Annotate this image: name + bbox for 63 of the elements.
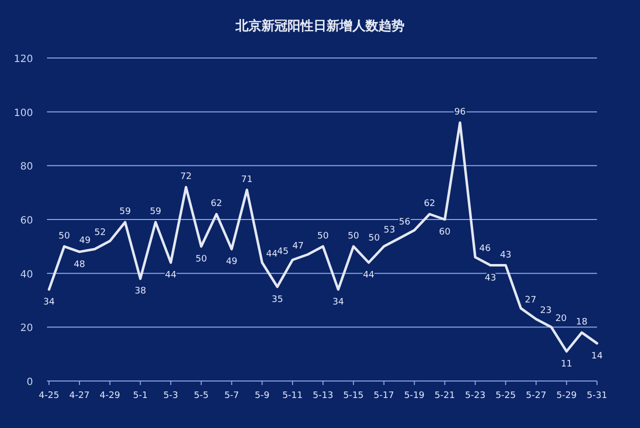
x-tick-label: 5-27 [526, 391, 546, 401]
data-label: 72 [180, 172, 192, 182]
y-tick-label: 120 [14, 54, 33, 65]
x-tick-label: 4-27 [69, 391, 90, 401]
data-label: 23 [540, 306, 552, 316]
y-tick-label: 20 [20, 323, 33, 334]
data-label: 71 [241, 174, 253, 185]
x-tick-label: 4-25 [38, 391, 60, 401]
data-label: 43 [484, 273, 496, 284]
data-label: 11 [560, 359, 572, 370]
data-label: 50 [348, 231, 360, 242]
data-label: 38 [134, 286, 146, 297]
chart-title: 北京新冠阳性日新增人数趋势 [234, 18, 404, 34]
y-tick-label: 60 [20, 216, 33, 226]
data-label: 62 [424, 199, 436, 210]
x-tick-label: 5-31 [586, 391, 608, 401]
x-tick-label: 5-19 [404, 391, 425, 401]
data-label: 50 [195, 254, 208, 264]
data-label: 50 [317, 231, 329, 242]
data-label: 43 [500, 250, 512, 260]
data-label: 59 [150, 207, 162, 218]
data-label: 47 [292, 241, 304, 252]
data-label: 60 [439, 228, 451, 238]
data-label: 14 [591, 351, 603, 362]
x-tick-label: 5-3 [163, 391, 178, 401]
data-label: 53 [384, 225, 396, 236]
x-tick-label: 5-21 [434, 391, 455, 401]
data-label: 50 [368, 233, 380, 244]
data-label: 18 [576, 318, 588, 328]
data-label: 44 [362, 270, 375, 281]
data-label: 34 [332, 297, 344, 308]
x-tick-label: 5-11 [282, 391, 303, 401]
x-tick-label: 5-29 [556, 391, 578, 401]
data-label: 34 [43, 297, 55, 308]
x-tick-label: 5-1 [132, 391, 148, 401]
x-tick-label: 5-15 [343, 391, 364, 401]
data-label: 50 [58, 231, 70, 242]
y-tick-label: 40 [20, 269, 33, 280]
data-label: 27 [524, 295, 536, 306]
x-tick-label: 5-23 [465, 391, 486, 401]
x-tick-label: 4-29 [100, 391, 120, 401]
x-tick-label: 5-17 [374, 391, 394, 401]
data-label: 44 [165, 270, 177, 281]
data-label: 44 [266, 250, 278, 260]
data-label: 49 [79, 236, 91, 246]
y-tick-label: 80 [20, 162, 33, 173]
data-label: 48 [74, 260, 86, 270]
data-label: 49 [226, 257, 238, 268]
x-tick-label: 5-13 [312, 391, 334, 401]
x-tick-label: 5-9 [254, 391, 270, 401]
data-label: 52 [94, 228, 106, 238]
data-label: 46 [479, 244, 491, 254]
data-label: 59 [119, 207, 132, 218]
data-label: 56 [398, 217, 411, 228]
data-label: 45 [277, 246, 289, 257]
x-tick-label: 5-25 [495, 391, 516, 401]
data-label: 62 [210, 199, 222, 210]
y-tick-label: 100 [14, 108, 33, 119]
data-label: 35 [272, 294, 284, 305]
x-tick-label: 5-5 [194, 391, 209, 401]
y-tick-label: 0 [26, 377, 33, 388]
x-tick-label: 5-7 [224, 391, 240, 401]
data-label: 20 [555, 314, 568, 324]
